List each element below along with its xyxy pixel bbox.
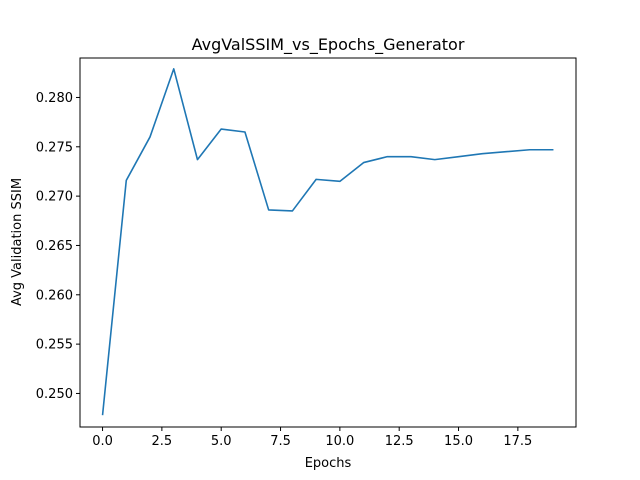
x-axis-label: Epochs [305, 456, 352, 471]
x-tick-label: 7.5 [270, 434, 291, 449]
series-layer [101, 68, 554, 416]
x-tick-label: 15.0 [444, 434, 473, 449]
x-axis: 0.0 2.5 5.0 7.5 10.0 12.5 15.0 17.5 [92, 427, 532, 449]
y-tick-label: 0.265 [36, 239, 73, 254]
plot-area [79, 57, 577, 428]
y-tick-label: 0.250 [36, 387, 73, 402]
x-tick-label: 17.5 [503, 434, 532, 449]
x-tick-label: 12.5 [385, 434, 414, 449]
y-tick-label: 0.255 [36, 338, 73, 353]
y-axis-label: Avg Validation SSIM [10, 178, 25, 306]
chart-title: AvgValSSIM_vs_Epochs_Generator [192, 35, 465, 55]
y-axis: 0.250 0.255 0.260 0.265 0.270 0.275 0.280 [36, 91, 80, 402]
series-line [101, 68, 554, 416]
y-tick-label: 0.270 [36, 190, 73, 205]
y-tick-label: 0.260 [36, 288, 73, 303]
x-tick-label: 5.0 [211, 434, 232, 449]
y-tick-label: 0.275 [36, 140, 73, 155]
x-tick-label: 2.5 [152, 434, 173, 449]
x-tick-label: 0.0 [92, 434, 113, 449]
x-tick-label: 10.0 [325, 434, 354, 449]
plot-frame [79, 57, 577, 428]
y-tick-label: 0.280 [36, 91, 73, 106]
